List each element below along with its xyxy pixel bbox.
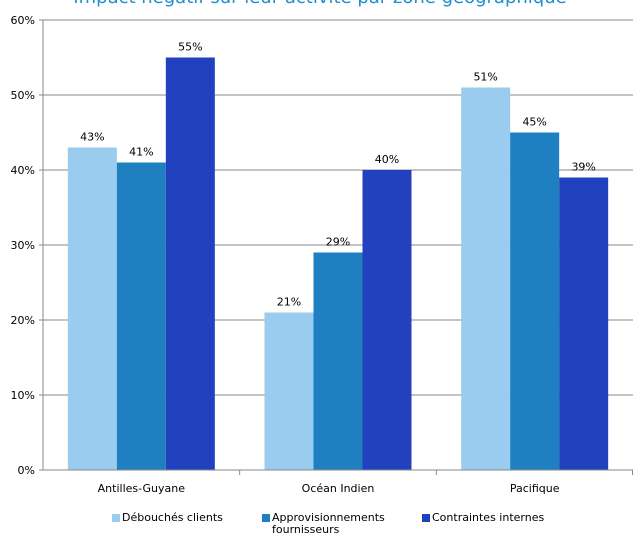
legend-swatch: [262, 514, 270, 522]
legend-item-debouches-clients: Débouchés clients: [112, 512, 223, 524]
data-labels: 43% 41% 55% 21% 29% 40% 51% 45% 39%: [80, 41, 596, 309]
bar: [559, 177, 609, 470]
bar: [264, 312, 314, 470]
bars: [67, 57, 609, 470]
y-tick-label: 10%: [11, 389, 35, 402]
bar: [165, 57, 215, 470]
data-label: 21%: [277, 296, 301, 309]
bar-chart: Impact négatif sur leur activité par zon…: [11, 0, 633, 495]
legend-label: Contraintes internes: [432, 511, 545, 524]
x-tick-label: Pacifique: [510, 482, 560, 495]
data-label: 45%: [522, 116, 546, 129]
legend-label: Approvisionnements fournisseurs: [272, 511, 385, 536]
legend-item-contraintes-internes: Contraintes internes: [422, 512, 544, 524]
bar: [362, 170, 412, 470]
data-label: 41%: [129, 146, 153, 159]
bar: [116, 162, 166, 470]
data-label: 55%: [178, 41, 202, 54]
data-label: 51%: [473, 71, 497, 84]
legend: Débouchés clients Approvisionnements fou…: [0, 512, 633, 536]
chart-title: Impact négatif sur leur activité par zon…: [73, 0, 566, 8]
legend-label: Débouchés clients: [122, 511, 223, 524]
x-tick-label: Océan Indien: [302, 482, 375, 495]
x-tick-label: Antilles-Guyane: [98, 482, 186, 495]
data-label: 40%: [375, 153, 399, 166]
y-axis-ticks: 0% 10% 20% 30% 40% 50% 60%: [11, 14, 43, 477]
legend-swatch: [422, 514, 430, 522]
data-label: 39%: [571, 161, 595, 174]
bar: [461, 87, 511, 470]
bar: [510, 132, 560, 470]
y-tick-label: 20%: [11, 314, 35, 327]
y-tick-label: 50%: [11, 89, 35, 102]
data-label: 43%: [80, 131, 104, 144]
data-label: 29%: [326, 236, 350, 249]
bar: [313, 252, 363, 470]
y-tick-label: 30%: [11, 239, 35, 252]
y-tick-label: 0%: [18, 464, 35, 477]
legend-item-approvisionnements-fournisseurs: Approvisionnements fournisseurs: [262, 512, 402, 536]
y-tick-label: 60%: [11, 14, 35, 27]
legend-swatch: [112, 514, 120, 522]
x-axis-ticks: Antilles-Guyane Océan Indien Pacifique: [98, 470, 633, 495]
y-tick-label: 40%: [11, 164, 35, 177]
bar: [67, 147, 117, 470]
